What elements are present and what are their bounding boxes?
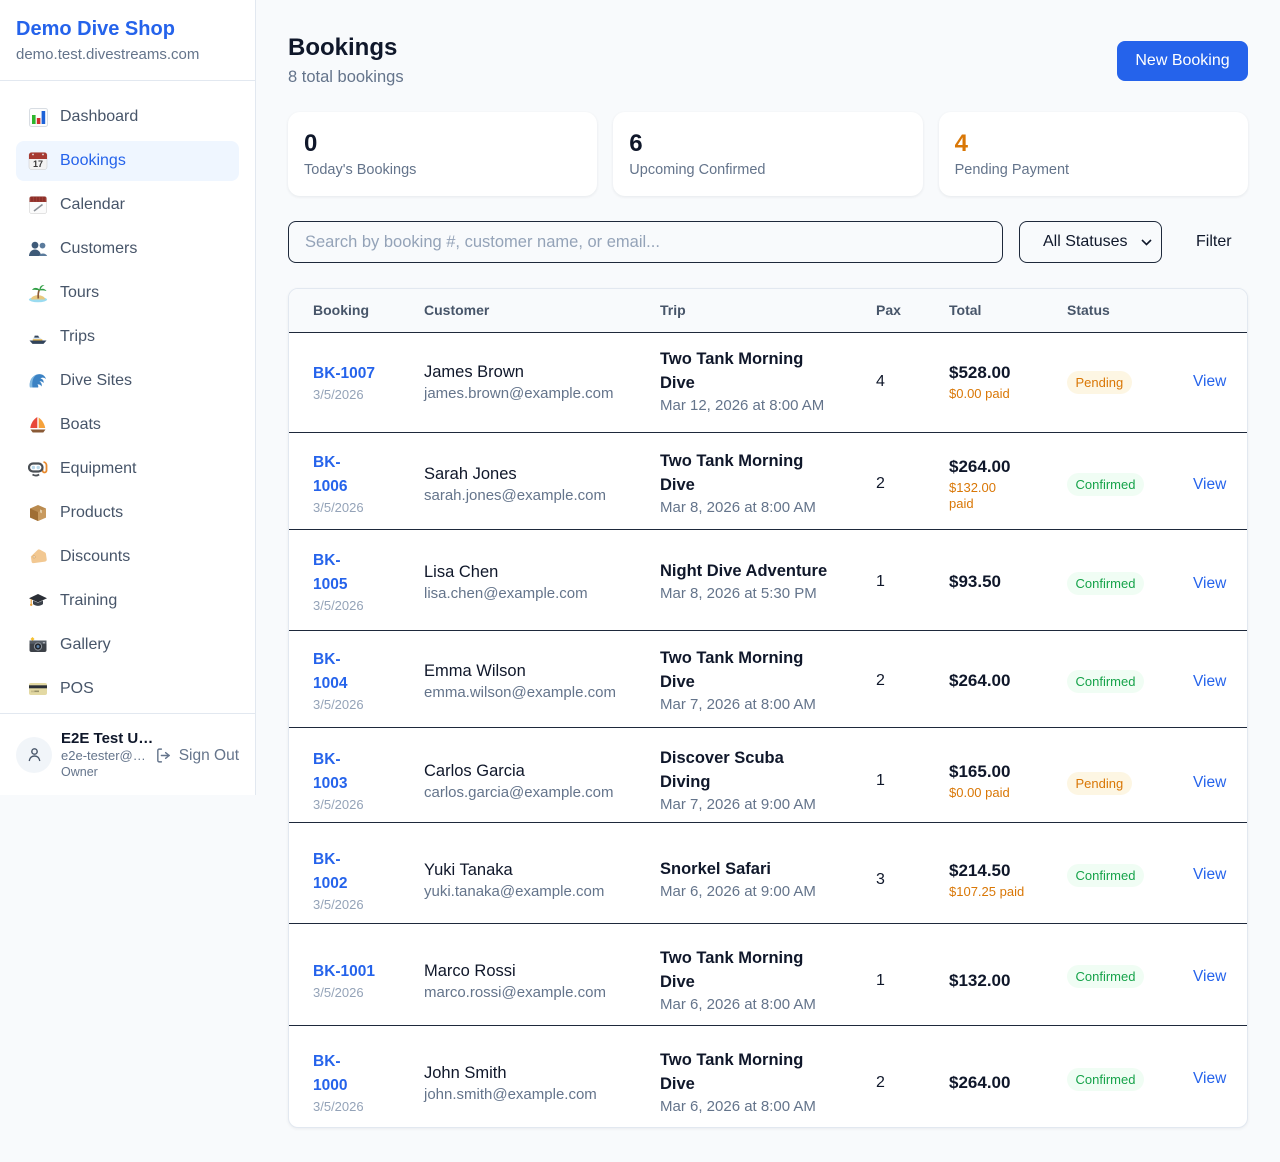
- svg-text:17: 17: [33, 159, 43, 169]
